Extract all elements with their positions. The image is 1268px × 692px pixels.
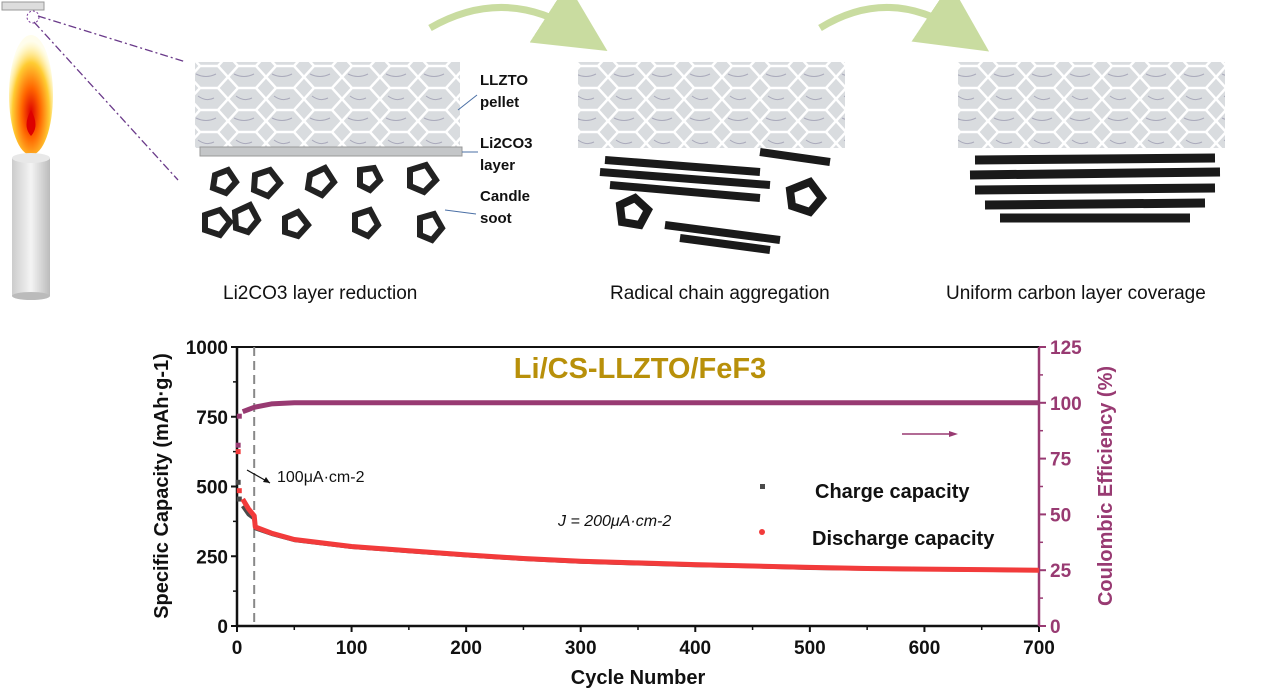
x-tick-label: 100: [336, 638, 368, 659]
label-line: pellet: [480, 94, 520, 111]
series-charge-capacity-point: [236, 496, 242, 502]
process-arrow: [428, 0, 608, 51]
label-line: Li2CO3: [480, 135, 533, 152]
y2-axis-label: Coulombic Efficiency (%): [1095, 366, 1117, 606]
label-candle-soot: Candle soot: [480, 186, 530, 230]
y2-tick-label: 125: [1050, 338, 1082, 359]
y-tick-label: 1000: [186, 338, 228, 359]
y-tick-label: 500: [196, 478, 228, 499]
schematic: [1, 0, 1225, 300]
label-li2co3-layer: Li2CO3 layer: [480, 133, 533, 177]
label-line: Candle: [480, 188, 531, 205]
x-tick-label: 200: [450, 638, 482, 659]
annotation-high-current: J = 200μA·cm-2: [557, 513, 671, 530]
legend-label-discharge: Discharge capacity: [812, 528, 995, 550]
y-tick-label: 750: [196, 408, 228, 429]
y-tick-label: 250: [196, 547, 228, 568]
y-tick-label: 0: [217, 617, 228, 638]
panel-coverage: [958, 62, 1225, 223]
y2-tick-label: 0: [1050, 617, 1061, 638]
zoom-lines: [33, 15, 187, 181]
y-axis-label: Specific Capacity (mAh·g-1): [151, 353, 173, 619]
series-discharge-capacity: [240, 497, 1040, 573]
candle-icon: [1, 1, 53, 300]
x-tick-label: 600: [909, 638, 941, 659]
panel-aggregation: [578, 62, 845, 254]
label-line: soot: [480, 210, 512, 227]
process-arrow: [818, 0, 990, 52]
x-tick-label: 700: [1023, 638, 1055, 659]
series-coulombic-efficiency-point: [235, 442, 241, 448]
ce-axis-pointer: [902, 431, 958, 437]
x-tick-label: 300: [565, 638, 597, 659]
x-tick-label: 500: [794, 638, 826, 659]
series-charge-capacity-point: [235, 479, 241, 485]
series-discharge-capacity-point: [235, 449, 241, 455]
y2-tick-label: 50: [1050, 505, 1071, 526]
legend-marker-discharge: [759, 529, 765, 535]
series-discharge-capacity-point: [236, 488, 242, 494]
series-coulombic-efficiency-point: [236, 413, 242, 419]
x-tick-label: 0: [232, 638, 243, 659]
cycling-chart: 0 100 200 300 400 500 600 700025050075010000255…: [151, 338, 1117, 689]
label-llzto-pellet: LLZTO pellet: [480, 70, 528, 114]
caption-reduction: Li2CO3 layer reduction: [223, 283, 418, 304]
caption-aggregation: Radical chain aggregation: [610, 283, 830, 304]
panel-reduction: [195, 62, 478, 244]
x-axis-label: Cycle Number: [571, 667, 706, 689]
legend: Charge capacity Discharge capacity: [759, 481, 995, 550]
label-line: LLZTO: [480, 72, 529, 89]
legend-marker-charge: [760, 484, 765, 489]
y2-tick-label: 25: [1050, 561, 1072, 582]
chart-title: Li/CS-LLZTO/FeF3: [514, 353, 766, 385]
legend-label-charge: Charge capacity: [815, 481, 970, 503]
x-tick-label: 400: [679, 638, 711, 659]
series-coulombic-efficiency: [241, 400, 1039, 415]
y2-tick-label: 75: [1050, 450, 1072, 471]
label-line: layer: [480, 157, 516, 174]
annotation-arrowhead: [263, 477, 270, 483]
caption-coverage: Uniform carbon layer coverage: [946, 283, 1206, 304]
annotation-low-current: 100μA·cm-2: [277, 469, 365, 486]
y2-tick-label: 100: [1050, 394, 1082, 415]
